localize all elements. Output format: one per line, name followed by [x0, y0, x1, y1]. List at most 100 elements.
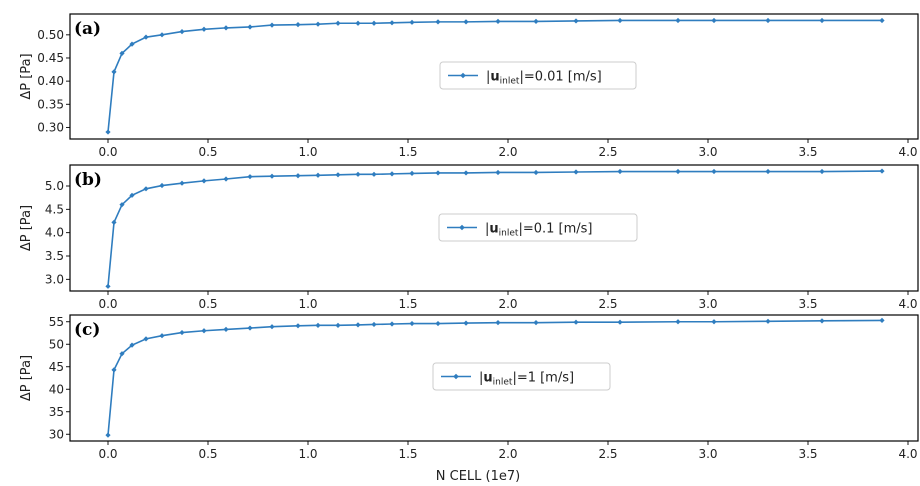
- data-point: [409, 170, 415, 176]
- data-point: [389, 20, 395, 26]
- data-point: [247, 325, 253, 331]
- data-point: [105, 432, 111, 438]
- data-point: [201, 178, 207, 184]
- data-point: [495, 18, 501, 25]
- data-point: [247, 174, 253, 180]
- data-point: [495, 169, 501, 176]
- data-point: [533, 169, 539, 176]
- data-point: [371, 171, 377, 177]
- data-point: [819, 318, 825, 324]
- data-point: [129, 41, 135, 47]
- legend-label: |uinlet|=1 [m/s]: [479, 371, 574, 388]
- legend-label: |uinlet|=0.1 [m/s]: [485, 222, 592, 239]
- x-tick-label: 3.5: [798, 447, 817, 461]
- y-axis-label: ΔP [Pa]: [19, 53, 34, 99]
- data-point: [129, 192, 135, 198]
- panel-label: (c): [74, 320, 100, 340]
- data-point: [675, 168, 681, 175]
- data-point: [119, 202, 125, 208]
- x-tick-label: 4.0: [898, 145, 917, 159]
- panel-label: (b): [74, 170, 102, 190]
- data-point: [371, 20, 377, 26]
- y-tick-label: 3.5: [45, 249, 64, 263]
- data-point: [495, 320, 501, 326]
- data-point: [355, 20, 361, 26]
- data-point: [675, 319, 681, 325]
- y-tick-label: 0.30: [37, 120, 64, 134]
- panel-label: (a): [74, 19, 101, 39]
- x-tick-label: 1.0: [298, 447, 317, 461]
- data-point: [617, 168, 623, 175]
- x-tick-label: 2.0: [498, 297, 517, 311]
- data-point: [111, 69, 117, 75]
- data-point: [435, 170, 441, 176]
- data-point: [355, 322, 361, 328]
- data-point: [765, 318, 771, 324]
- data-point: [179, 180, 185, 186]
- x-tick-label: 2.0: [498, 145, 517, 159]
- legend-marker: [453, 373, 459, 380]
- y-axis-label: ΔP [Pa]: [19, 205, 34, 251]
- data-point: [335, 172, 341, 178]
- data-point: [143, 34, 149, 40]
- legend-box: [438, 213, 638, 242]
- data-point: [179, 329, 185, 336]
- panel-0: 0.30 0.35 0.40 0.45 0.50 0.0 0.5 1.0 1.5 2.0 2.5 3.…: [19, 13, 919, 159]
- data-point: [269, 173, 275, 179]
- y-tick-label: 4.5: [45, 202, 64, 216]
- x-tick-label: 3.5: [798, 145, 817, 159]
- x-tick-label: 1.5: [398, 447, 417, 461]
- data-point: [533, 18, 539, 25]
- x-tick-label: 2.5: [598, 145, 617, 159]
- data-point: [819, 17, 825, 24]
- data-point: [675, 17, 681, 24]
- y-tick-label: 50: [49, 337, 64, 351]
- data-point: [159, 32, 165, 38]
- data-point: [119, 351, 125, 357]
- legend-marker: [460, 72, 466, 79]
- data-point: [573, 319, 579, 325]
- data-point: [463, 19, 469, 25]
- x-tick-label: 2.5: [598, 297, 617, 311]
- data-point: [371, 321, 377, 328]
- y-tick-label: 5.0: [45, 179, 64, 193]
- y-tick-label: 55: [49, 315, 64, 329]
- data-point: [711, 319, 717, 325]
- data-point: [223, 176, 229, 182]
- y-tick-label: 30: [49, 427, 64, 441]
- x-tick-label: 4.0: [898, 447, 917, 461]
- legend-marker: [459, 224, 465, 231]
- panel-1: 3.0 3.5 4.0 4.5 5.0 0.0 0.5 1.0 1.5 2.0 2.5 3.0 3.5 4…: [19, 164, 919, 311]
- data-point: [105, 129, 111, 135]
- data-point: [573, 169, 579, 175]
- data-point: [765, 168, 771, 175]
- data-point: [389, 171, 395, 177]
- x-tick-label: 3.0: [698, 145, 717, 159]
- x-tick-label: 2.5: [598, 447, 617, 461]
- data-point: [223, 25, 229, 31]
- data-point: [143, 336, 149, 342]
- data-point: [879, 317, 885, 323]
- y-tick-label: 35: [49, 405, 64, 419]
- legend: |uinlet|=0.01 [m/s]: [439, 61, 637, 90]
- data-point: [617, 319, 623, 325]
- x-tick-label: 1.0: [298, 297, 317, 311]
- x-tick-label: 2.0: [498, 447, 517, 461]
- y-tick-label: 0.35: [37, 97, 64, 111]
- y-tick-label: 4.0: [45, 226, 64, 240]
- y-tick-label: 0.50: [37, 28, 64, 42]
- data-point: [129, 342, 135, 348]
- data-point: [315, 172, 321, 178]
- x-tick-label: 3.0: [698, 297, 717, 311]
- y-tick-label: 0.45: [37, 51, 64, 65]
- x-tick-label: 1.5: [398, 297, 417, 311]
- x-tick-label: 1.0: [298, 145, 317, 159]
- data-point: [269, 22, 275, 28]
- data-point: [247, 24, 253, 30]
- data-point: [435, 19, 441, 25]
- data-point: [179, 28, 185, 35]
- data-point: [223, 326, 229, 332]
- data-point: [573, 18, 579, 24]
- x-tick-label: 3.0: [698, 447, 717, 461]
